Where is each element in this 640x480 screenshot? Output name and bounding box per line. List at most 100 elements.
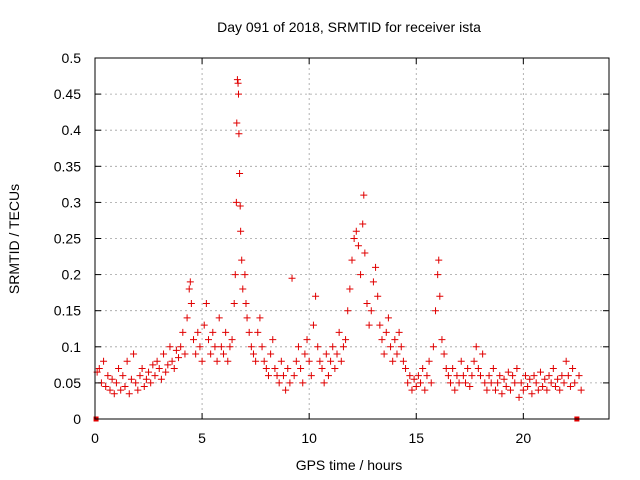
data-point bbox=[487, 379, 495, 387]
data-point bbox=[179, 328, 187, 336]
data-point bbox=[481, 379, 489, 387]
data-point bbox=[102, 383, 110, 391]
y-tick-label: 0.05 bbox=[54, 375, 81, 391]
data-point bbox=[554, 375, 562, 383]
data-point bbox=[539, 383, 547, 391]
data-point bbox=[243, 314, 251, 322]
data-point bbox=[432, 307, 440, 315]
data-point bbox=[491, 386, 499, 394]
data-point bbox=[235, 130, 243, 138]
y-tick-label: 0.2 bbox=[62, 267, 82, 283]
data-point bbox=[472, 343, 480, 351]
data-point bbox=[359, 220, 367, 228]
data-point bbox=[301, 350, 309, 358]
data-point bbox=[132, 379, 140, 387]
data-point bbox=[170, 364, 178, 372]
data-point bbox=[177, 343, 185, 351]
data-point bbox=[172, 346, 180, 354]
data-point bbox=[502, 383, 510, 391]
data-point bbox=[524, 383, 532, 391]
data-point bbox=[346, 285, 354, 293]
data-point bbox=[436, 292, 444, 300]
data-point bbox=[536, 368, 544, 376]
data-point bbox=[419, 364, 427, 372]
data-point bbox=[181, 350, 189, 358]
data-point bbox=[233, 119, 241, 127]
data-point bbox=[389, 357, 397, 365]
data-point bbox=[569, 364, 577, 372]
data-point bbox=[395, 328, 403, 336]
data-point bbox=[115, 364, 123, 372]
data-point bbox=[236, 202, 244, 210]
data-point bbox=[549, 364, 557, 372]
data-point bbox=[545, 372, 553, 380]
data-point bbox=[532, 379, 540, 387]
data-point bbox=[222, 328, 230, 336]
data-point bbox=[320, 379, 328, 387]
data-point bbox=[228, 336, 236, 344]
data-point bbox=[294, 343, 302, 351]
data-point bbox=[234, 90, 242, 98]
data-point bbox=[136, 372, 144, 380]
data-point bbox=[236, 170, 244, 178]
y-tick-label: 0.1 bbox=[62, 339, 82, 355]
data-point bbox=[316, 357, 324, 365]
data-point bbox=[425, 357, 433, 365]
data-point bbox=[138, 364, 146, 372]
data-point bbox=[564, 372, 572, 380]
ticks-layer: 0 5 10 15 20 0 0.05 0.1 0.15 0.2 0.25 0.3 0.35 0.4 0.4… bbox=[54, 50, 609, 446]
data-point bbox=[288, 274, 296, 282]
data-point bbox=[496, 372, 504, 380]
data-point bbox=[517, 379, 525, 387]
x-tick-label: 15 bbox=[408, 430, 424, 446]
data-point bbox=[275, 379, 283, 387]
data-point bbox=[404, 379, 412, 387]
data-point bbox=[459, 372, 467, 380]
data-point bbox=[242, 299, 250, 307]
data-point bbox=[494, 379, 502, 387]
data-point bbox=[233, 76, 241, 84]
data-point bbox=[556, 386, 564, 394]
y-tick-label: 0.15 bbox=[54, 303, 81, 319]
data-point bbox=[305, 357, 313, 365]
data-point bbox=[104, 372, 112, 380]
data-point bbox=[190, 336, 198, 344]
data-point bbox=[526, 375, 534, 383]
data-point bbox=[231, 271, 239, 279]
data-point bbox=[438, 336, 446, 344]
data-point bbox=[187, 299, 195, 307]
data-point bbox=[412, 383, 420, 391]
data-point bbox=[245, 328, 253, 336]
data-point bbox=[369, 278, 377, 286]
y-tick-label: 0 bbox=[73, 411, 81, 427]
data-point bbox=[217, 343, 225, 351]
data-point bbox=[284, 364, 292, 372]
data-point bbox=[393, 350, 401, 358]
y-tick-label: 0.4 bbox=[62, 122, 82, 138]
data-point bbox=[506, 386, 514, 394]
data-point bbox=[226, 343, 234, 351]
x-tick-label: 10 bbox=[301, 430, 317, 446]
data-point bbox=[435, 256, 443, 264]
data-point bbox=[511, 379, 519, 387]
data-point bbox=[157, 375, 165, 383]
data-point bbox=[361, 249, 369, 257]
data-point bbox=[151, 372, 159, 380]
data-point bbox=[117, 386, 125, 394]
data-point bbox=[397, 343, 405, 351]
points-layer bbox=[93, 76, 585, 422]
data-point bbox=[387, 343, 395, 351]
data-point bbox=[500, 375, 508, 383]
data-point bbox=[551, 383, 559, 391]
data-point bbox=[455, 379, 463, 387]
data-point bbox=[106, 386, 114, 394]
data-point bbox=[378, 336, 386, 344]
data-point bbox=[145, 368, 153, 376]
data-point bbox=[258, 343, 266, 351]
data-point bbox=[220, 350, 227, 358]
x-tick-label: 5 bbox=[198, 430, 206, 446]
data-point bbox=[515, 393, 523, 401]
chart-title: Day 091 of 2018, SRMTID for receiver ist… bbox=[217, 19, 481, 35]
data-point bbox=[234, 79, 242, 87]
